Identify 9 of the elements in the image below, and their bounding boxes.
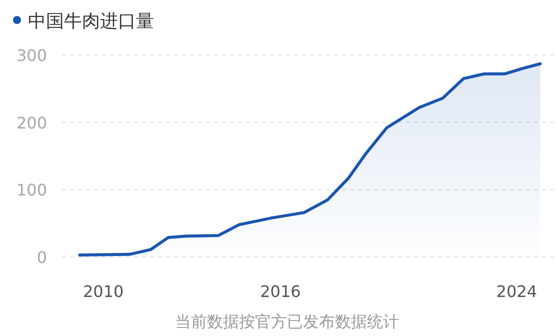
text: 当前数据按官方已发布数据统计 — [175, 312, 399, 331]
x-tick-label: 2016 — [260, 282, 301, 301]
y-tick-label: 100 — [16, 180, 47, 200]
x-tick-label: 2010 — [82, 282, 124, 301]
x-tick-label: 2024 — [496, 282, 538, 301]
y-tick-label: 200 — [16, 113, 47, 132]
legend-label: 中国牛肉进口量 — [28, 11, 154, 32]
y-tick-label: 0 — [36, 248, 47, 267]
y-tick-label: 300 — [16, 46, 47, 65]
